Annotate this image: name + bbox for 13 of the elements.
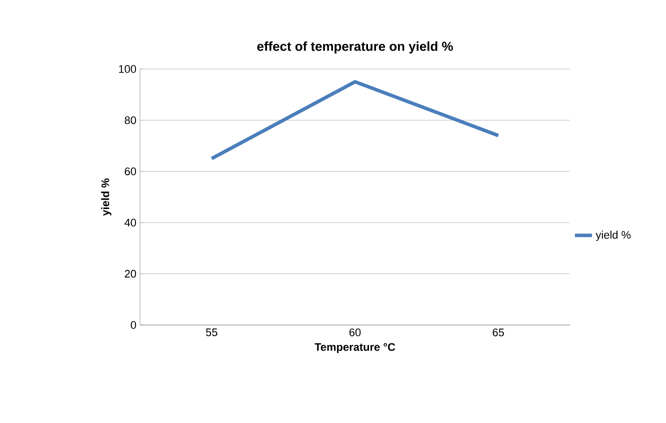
x-axis-title: Temperature °C [314, 343, 396, 354]
x-tick-label: 65 [492, 328, 504, 336]
y-axis-title: yield % [101, 178, 112, 216]
legend-label: yield % [596, 230, 631, 241]
y-tick-label: 80 [124, 116, 136, 124]
y-tick-label: 100 [119, 65, 136, 73]
y-tick-label: 40 [124, 218, 136, 226]
x-tick-label: 60 [349, 328, 361, 336]
y-tick-label: 0 [130, 321, 136, 329]
chart-title: effect of temperature on yield % [257, 41, 453, 54]
x-tick-label: 55 [206, 328, 218, 336]
y-tick-label: 60 [124, 168, 136, 176]
y-tick-label: 20 [124, 270, 136, 278]
